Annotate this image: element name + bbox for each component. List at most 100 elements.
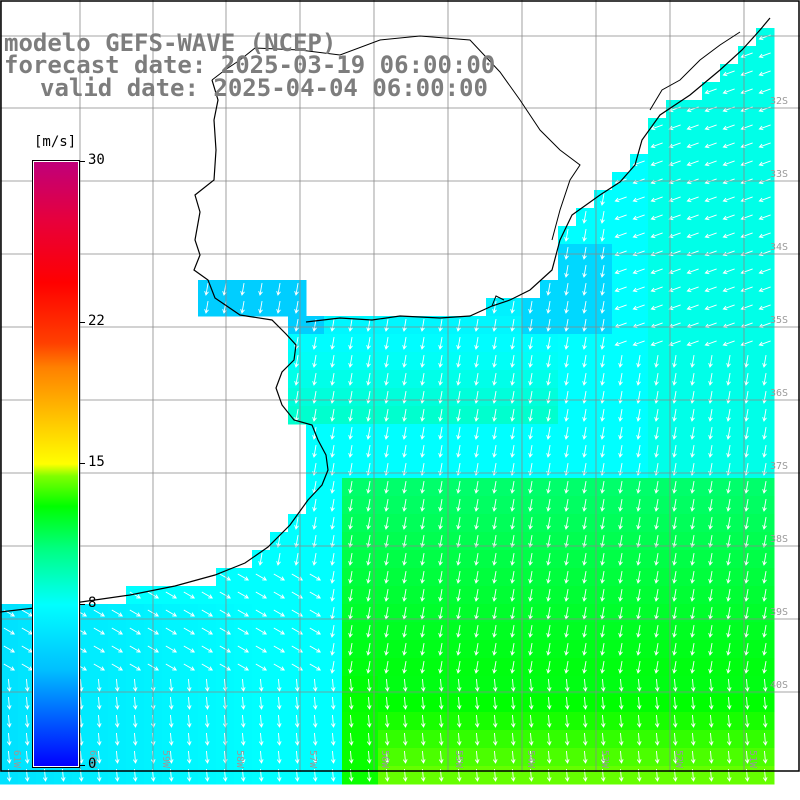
wind-arrow xyxy=(366,696,372,710)
wind-arrow xyxy=(330,678,336,692)
wind-arrow xyxy=(402,427,407,440)
wind-arrow xyxy=(726,553,731,566)
wind-arrow xyxy=(632,196,645,203)
wind-arrow xyxy=(219,591,232,599)
wind-arrow xyxy=(348,409,353,422)
wind-arrow xyxy=(438,589,443,602)
wind-arrow xyxy=(564,589,569,602)
wind-arrow xyxy=(384,661,389,674)
wind-arrow xyxy=(366,319,371,332)
wind-arrow xyxy=(708,355,713,368)
wind-arrow xyxy=(348,696,354,710)
wind-arrow xyxy=(492,571,497,584)
wind-arrow xyxy=(420,355,425,368)
wind-arrow xyxy=(186,678,192,692)
wind-arrow xyxy=(492,732,498,746)
wind-arrow xyxy=(330,481,335,494)
wind-arrow xyxy=(384,696,390,710)
wind-arrow xyxy=(132,678,138,692)
wind-arrow xyxy=(492,301,497,314)
wind-arrow xyxy=(690,481,695,494)
wind-arrow xyxy=(492,517,497,530)
wind-arrow xyxy=(708,553,713,566)
wind-arrow xyxy=(438,409,443,422)
wind-arrow xyxy=(384,337,389,350)
wind-arrow xyxy=(492,750,498,764)
wind-arrow xyxy=(762,714,768,728)
wind-arrow xyxy=(726,427,731,440)
wind-arrow xyxy=(528,355,533,368)
wind-arrow xyxy=(348,499,353,512)
wind-arrow xyxy=(654,678,660,692)
wind-arrow xyxy=(708,571,713,584)
wind-arrow xyxy=(618,625,623,638)
wind-arrow xyxy=(618,373,623,386)
wind-arrow xyxy=(420,373,425,386)
wind-arrow xyxy=(366,481,371,494)
wind-arrow xyxy=(704,214,717,221)
wind-arrow xyxy=(744,661,749,674)
wind-arrow xyxy=(330,553,335,566)
wind-arrow xyxy=(600,319,605,332)
wind-arrow xyxy=(330,373,335,386)
wind-arrow xyxy=(690,553,695,566)
wind-arrow xyxy=(668,340,681,347)
wind-arrow xyxy=(204,750,210,764)
wind-arrow xyxy=(654,661,659,674)
wind-arrow xyxy=(438,714,444,728)
wind-arrow xyxy=(758,304,771,311)
wind-arrow xyxy=(726,589,731,602)
wind-arrow xyxy=(348,714,354,728)
wind-arrow xyxy=(614,268,627,275)
wind-arrow xyxy=(582,553,587,566)
wind-arrow xyxy=(618,355,623,368)
wind-arrow xyxy=(219,627,232,635)
wind-arrow xyxy=(492,553,497,566)
wind-arrow xyxy=(420,661,425,674)
wind-arrow xyxy=(420,481,425,494)
wind-arrow xyxy=(546,732,552,746)
lagoon-outline xyxy=(649,31,741,111)
wind-arrow xyxy=(708,750,714,764)
wind-arrow xyxy=(564,750,570,764)
wind-arrow xyxy=(708,499,713,512)
wind-arrow xyxy=(650,196,663,203)
wind-arrow xyxy=(204,283,209,296)
wind-arrow xyxy=(132,732,138,746)
wind-arrow xyxy=(222,732,228,746)
wind-arrow xyxy=(600,535,605,548)
wind-arrow xyxy=(546,714,552,728)
wind-arrow xyxy=(582,355,587,368)
wind-arrow xyxy=(438,571,443,584)
wind-arrow xyxy=(276,553,281,566)
wind-arrow xyxy=(240,283,245,296)
wind-arrow xyxy=(402,589,407,602)
wind-arrow xyxy=(614,286,627,293)
wind-arrow xyxy=(276,678,282,692)
wind-arrow xyxy=(632,232,645,239)
wind-arrow xyxy=(420,517,425,530)
wind-arrow xyxy=(201,663,214,671)
wind-arrow xyxy=(258,696,264,710)
wind-arrow xyxy=(438,661,443,674)
wind-arrow xyxy=(330,535,335,548)
wind-arrow xyxy=(528,427,533,440)
wind-arrow xyxy=(758,70,771,77)
wind-arrow xyxy=(510,481,515,494)
wind-arrow xyxy=(384,589,389,602)
latitude-label: 37S xyxy=(770,461,788,472)
wind-arrow xyxy=(294,553,299,566)
wind-arrow xyxy=(366,732,372,746)
wind-arrow xyxy=(348,750,354,764)
wind-arrow xyxy=(654,732,660,746)
wind-arrow xyxy=(528,517,533,530)
wind-arrow xyxy=(654,625,659,638)
wind-arrow xyxy=(600,678,606,692)
wind-arrow xyxy=(528,301,533,314)
wind-arrow xyxy=(722,214,735,221)
wind-arrow xyxy=(273,609,286,617)
wind-arrow xyxy=(528,732,534,746)
wind-arrow xyxy=(366,373,371,386)
wind-arrow xyxy=(636,625,641,638)
wind-arrow xyxy=(726,517,731,530)
